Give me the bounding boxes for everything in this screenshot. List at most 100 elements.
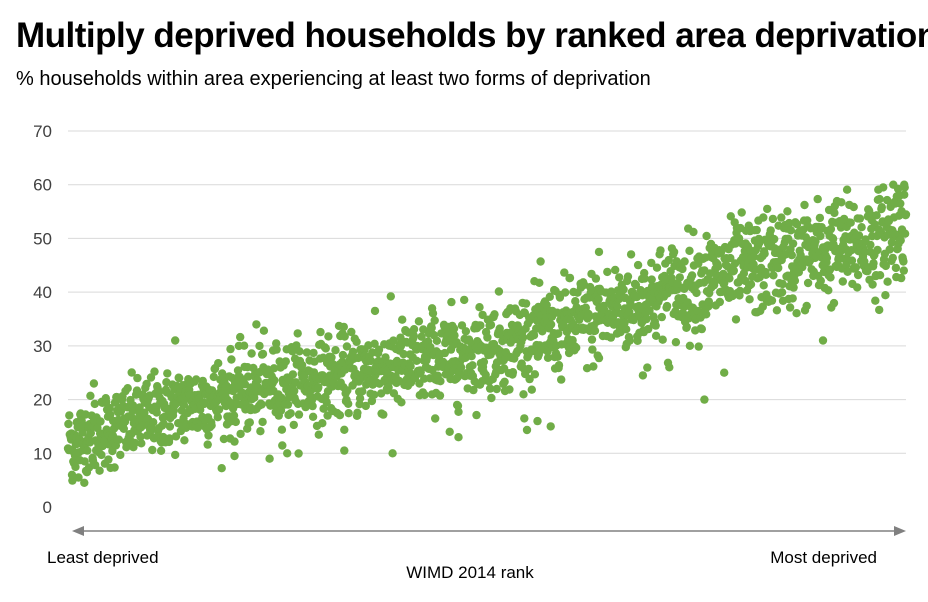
data-point bbox=[156, 446, 166, 455]
data-point bbox=[873, 245, 882, 255]
data-point bbox=[875, 194, 884, 204]
data-point bbox=[450, 331, 459, 340]
data-point bbox=[148, 445, 157, 455]
data-point bbox=[214, 405, 224, 414]
data-point bbox=[236, 332, 245, 342]
data-point bbox=[316, 327, 325, 337]
data-point bbox=[453, 401, 463, 410]
data-point bbox=[89, 379, 99, 388]
data-point bbox=[414, 317, 424, 326]
data-point bbox=[219, 434, 229, 444]
data-point bbox=[772, 306, 782, 315]
data-point bbox=[803, 278, 813, 288]
data-point bbox=[896, 199, 905, 208]
data-point bbox=[643, 363, 652, 372]
data-point bbox=[272, 339, 281, 348]
data-point bbox=[866, 240, 875, 250]
data-point bbox=[561, 288, 570, 297]
data-point bbox=[685, 246, 694, 255]
data-point bbox=[888, 253, 897, 263]
data-point bbox=[253, 376, 262, 385]
y-tick-label: 0 bbox=[43, 498, 52, 517]
data-point bbox=[255, 341, 264, 351]
data-point bbox=[239, 341, 249, 350]
data-point bbox=[900, 180, 909, 189]
data-point bbox=[165, 422, 175, 431]
data-point bbox=[445, 427, 454, 436]
data-point bbox=[879, 183, 888, 192]
data-point bbox=[829, 298, 839, 308]
data-point bbox=[792, 220, 802, 229]
data-point bbox=[606, 333, 616, 342]
data-point bbox=[885, 245, 894, 254]
data-point bbox=[729, 266, 738, 275]
data-point bbox=[680, 257, 689, 266]
data-point bbox=[233, 366, 243, 375]
data-point bbox=[226, 344, 235, 354]
data-point bbox=[460, 295, 469, 305]
data-point bbox=[768, 214, 778, 224]
data-point bbox=[565, 273, 575, 283]
data-point bbox=[476, 321, 485, 330]
data-point bbox=[620, 318, 629, 328]
data-point bbox=[553, 352, 562, 361]
data-point bbox=[180, 436, 189, 445]
data-point bbox=[230, 451, 239, 461]
data-point bbox=[469, 385, 478, 395]
data-point bbox=[217, 464, 226, 473]
data-point bbox=[258, 349, 268, 359]
data-point bbox=[658, 335, 667, 344]
data-point bbox=[276, 406, 286, 415]
data-point bbox=[785, 218, 794, 228]
data-point bbox=[105, 403, 114, 413]
data-point bbox=[97, 450, 106, 460]
data-point bbox=[700, 395, 709, 404]
y-tick-label: 60 bbox=[33, 176, 52, 195]
data-point bbox=[344, 409, 353, 418]
data-point bbox=[342, 342, 352, 351]
data-point bbox=[881, 261, 890, 271]
data-point bbox=[456, 363, 466, 372]
data-point bbox=[136, 432, 145, 441]
data-point bbox=[813, 194, 822, 204]
data-point bbox=[524, 364, 533, 374]
data-point bbox=[731, 315, 741, 324]
data-point bbox=[231, 417, 240, 427]
data-point bbox=[682, 322, 691, 331]
y-axis-ticks: 0 10 20 30 40 50 60 70 bbox=[33, 122, 52, 517]
data-point bbox=[74, 473, 83, 482]
data-point bbox=[826, 273, 835, 282]
data-point bbox=[314, 430, 323, 439]
data-point bbox=[352, 337, 361, 346]
data-point bbox=[339, 322, 348, 332]
data-point bbox=[500, 377, 509, 386]
data-point bbox=[611, 265, 620, 275]
data-point bbox=[454, 407, 463, 416]
data-point bbox=[815, 213, 825, 223]
data-point bbox=[530, 370, 540, 379]
data-point bbox=[290, 386, 299, 396]
data-point bbox=[759, 213, 768, 222]
data-point bbox=[662, 301, 672, 311]
data-point bbox=[71, 462, 80, 472]
data-point bbox=[422, 354, 431, 363]
right-arrow-icon bbox=[894, 526, 906, 536]
data-point bbox=[777, 288, 787, 297]
data-point bbox=[589, 362, 598, 371]
data-point bbox=[749, 252, 759, 261]
data-point bbox=[203, 440, 212, 449]
data-point bbox=[155, 387, 164, 396]
data-point bbox=[651, 321, 660, 330]
x-axis bbox=[72, 526, 906, 536]
data-point bbox=[358, 387, 367, 396]
data-point bbox=[256, 427, 265, 436]
data-point bbox=[802, 301, 811, 311]
data-point bbox=[347, 327, 356, 337]
data-point bbox=[247, 349, 256, 358]
data-point bbox=[725, 274, 734, 283]
data-point bbox=[760, 249, 769, 258]
data-point bbox=[899, 257, 908, 266]
data-point bbox=[278, 441, 287, 450]
data-point bbox=[272, 345, 281, 354]
data-point bbox=[767, 296, 777, 305]
